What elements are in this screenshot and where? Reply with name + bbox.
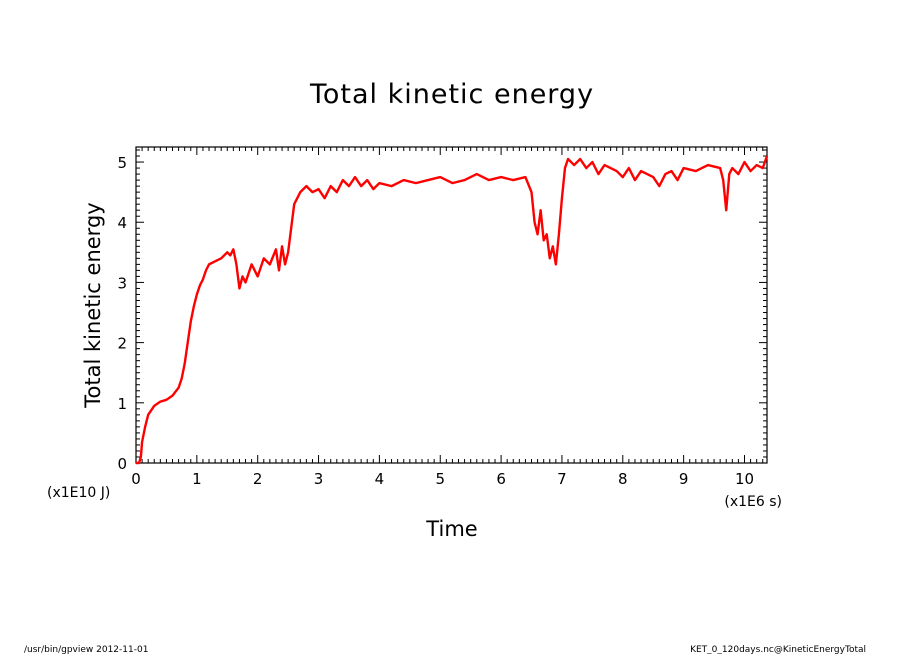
y-axis-unit: (x1E10 J) bbox=[47, 485, 110, 501]
y-axis-label: Total kinetic energy bbox=[81, 202, 105, 408]
x-tick-label: 4 bbox=[375, 470, 385, 488]
plot-frame bbox=[135, 146, 768, 464]
y-tick-label: 1 bbox=[117, 395, 127, 413]
x-tick-label: 2 bbox=[253, 470, 263, 488]
x-axis-label: Time bbox=[425, 517, 477, 541]
series-line-0 bbox=[136, 155, 769, 465]
x-axis-tick-labels: 0 1 2 3 4 5 6 7 8 9 10 bbox=[131, 470, 754, 488]
chart-title: Total kinetic energy bbox=[309, 79, 594, 110]
x-tick-label: 3 bbox=[314, 470, 324, 488]
y-tick-label: 3 bbox=[117, 274, 127, 292]
x-tick-label: 10 bbox=[735, 470, 754, 488]
footer-left: /usr/bin/gpview 2012-11-01 bbox=[24, 645, 148, 654]
x-tick-label: 0 bbox=[131, 470, 141, 488]
footer-right: KET_0_120days.nc@KineticEnergyTotal bbox=[690, 645, 866, 654]
x-tick-label: 1 bbox=[192, 470, 202, 488]
x-tick-label: 7 bbox=[557, 470, 567, 488]
series-layer bbox=[136, 155, 769, 465]
x-tick-label: 6 bbox=[496, 470, 506, 488]
y-tick-label: 5 bbox=[117, 154, 127, 172]
x-axis-ticks bbox=[135, 147, 764, 463]
y-tick-label: 0 bbox=[117, 455, 127, 473]
y-tick-label: 4 bbox=[117, 214, 127, 232]
y-axis-tick-labels: 0 1 2 3 4 5 bbox=[117, 154, 127, 473]
x-axis-unit: (x1E6 s) bbox=[724, 494, 782, 510]
x-tick-label: 8 bbox=[618, 470, 628, 488]
y-axis-ticks bbox=[136, 149, 767, 464]
y-tick-label: 2 bbox=[117, 335, 127, 353]
x-tick-label: 5 bbox=[435, 470, 445, 488]
x-tick-label: 9 bbox=[679, 470, 689, 488]
